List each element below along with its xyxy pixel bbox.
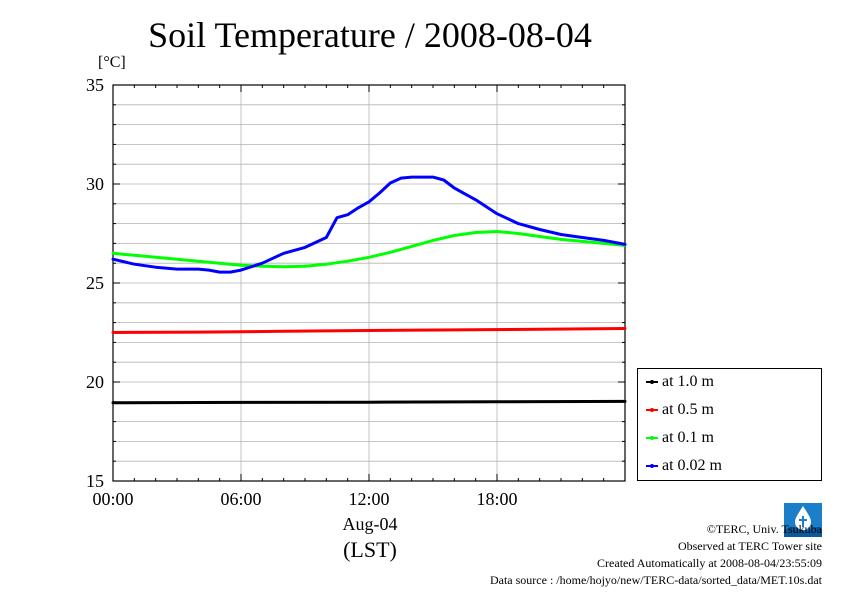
y-axis-unit-label: [°C] [98,54,126,71]
x-axis-date-label: Aug-04 [342,514,398,534]
x-tick-label: 00:00 [92,489,133,509]
x-tick-label: 06:00 [220,489,261,509]
x-tick-label: 18:00 [476,489,517,509]
legend-label: at 1.0 m [662,373,714,390]
credits-block: ©TERC, Univ. Tsukuba Observed at TERC To… [490,521,822,589]
y-tick-label: 25 [86,273,104,293]
legend-swatch [646,464,658,468]
legend-label: at 0.1 m [662,429,714,446]
legend: at 1.0 m at 0.5 m at 0.1 m at 0.02 m [637,368,822,481]
legend-label: at 0.02 m [662,457,722,474]
source-text: Data source : /home/hojyo/new/TERC-data/… [489,573,822,587]
copyright-text: ©TERC, Univ. Tsukuba [706,522,822,536]
y-tick-label: 30 [86,174,104,194]
legend-swatch [646,408,658,412]
legend-label: at 0.5 m [662,401,714,418]
series-line [111,327,627,334]
y-tick-label: 15 [86,471,104,491]
x-axis-timezone-label: (LST) [343,537,397,562]
y-tick-label: 20 [86,372,104,392]
series-line [111,175,627,274]
x-tick-label: 12:00 [348,489,389,509]
created-text: Created Automatically at 2008-08-04/23:5… [597,556,822,570]
legend-item: at 0.1 m [646,426,714,450]
legend-item: at 0.02 m [646,454,722,478]
series-line [111,230,627,269]
y-tick-label: 35 [86,75,104,95]
observed-text: Observed at TERC Tower site [677,539,822,553]
legend-swatch [646,380,658,384]
terc-logo-icon [784,503,822,537]
legend-swatch [646,436,658,440]
legend-item: at 1.0 m [646,370,714,394]
chart-title: Soil Temperature / 2008-08-04 [148,15,592,55]
legend-item: at 0.5 m [646,398,714,422]
series-line [111,399,627,405]
